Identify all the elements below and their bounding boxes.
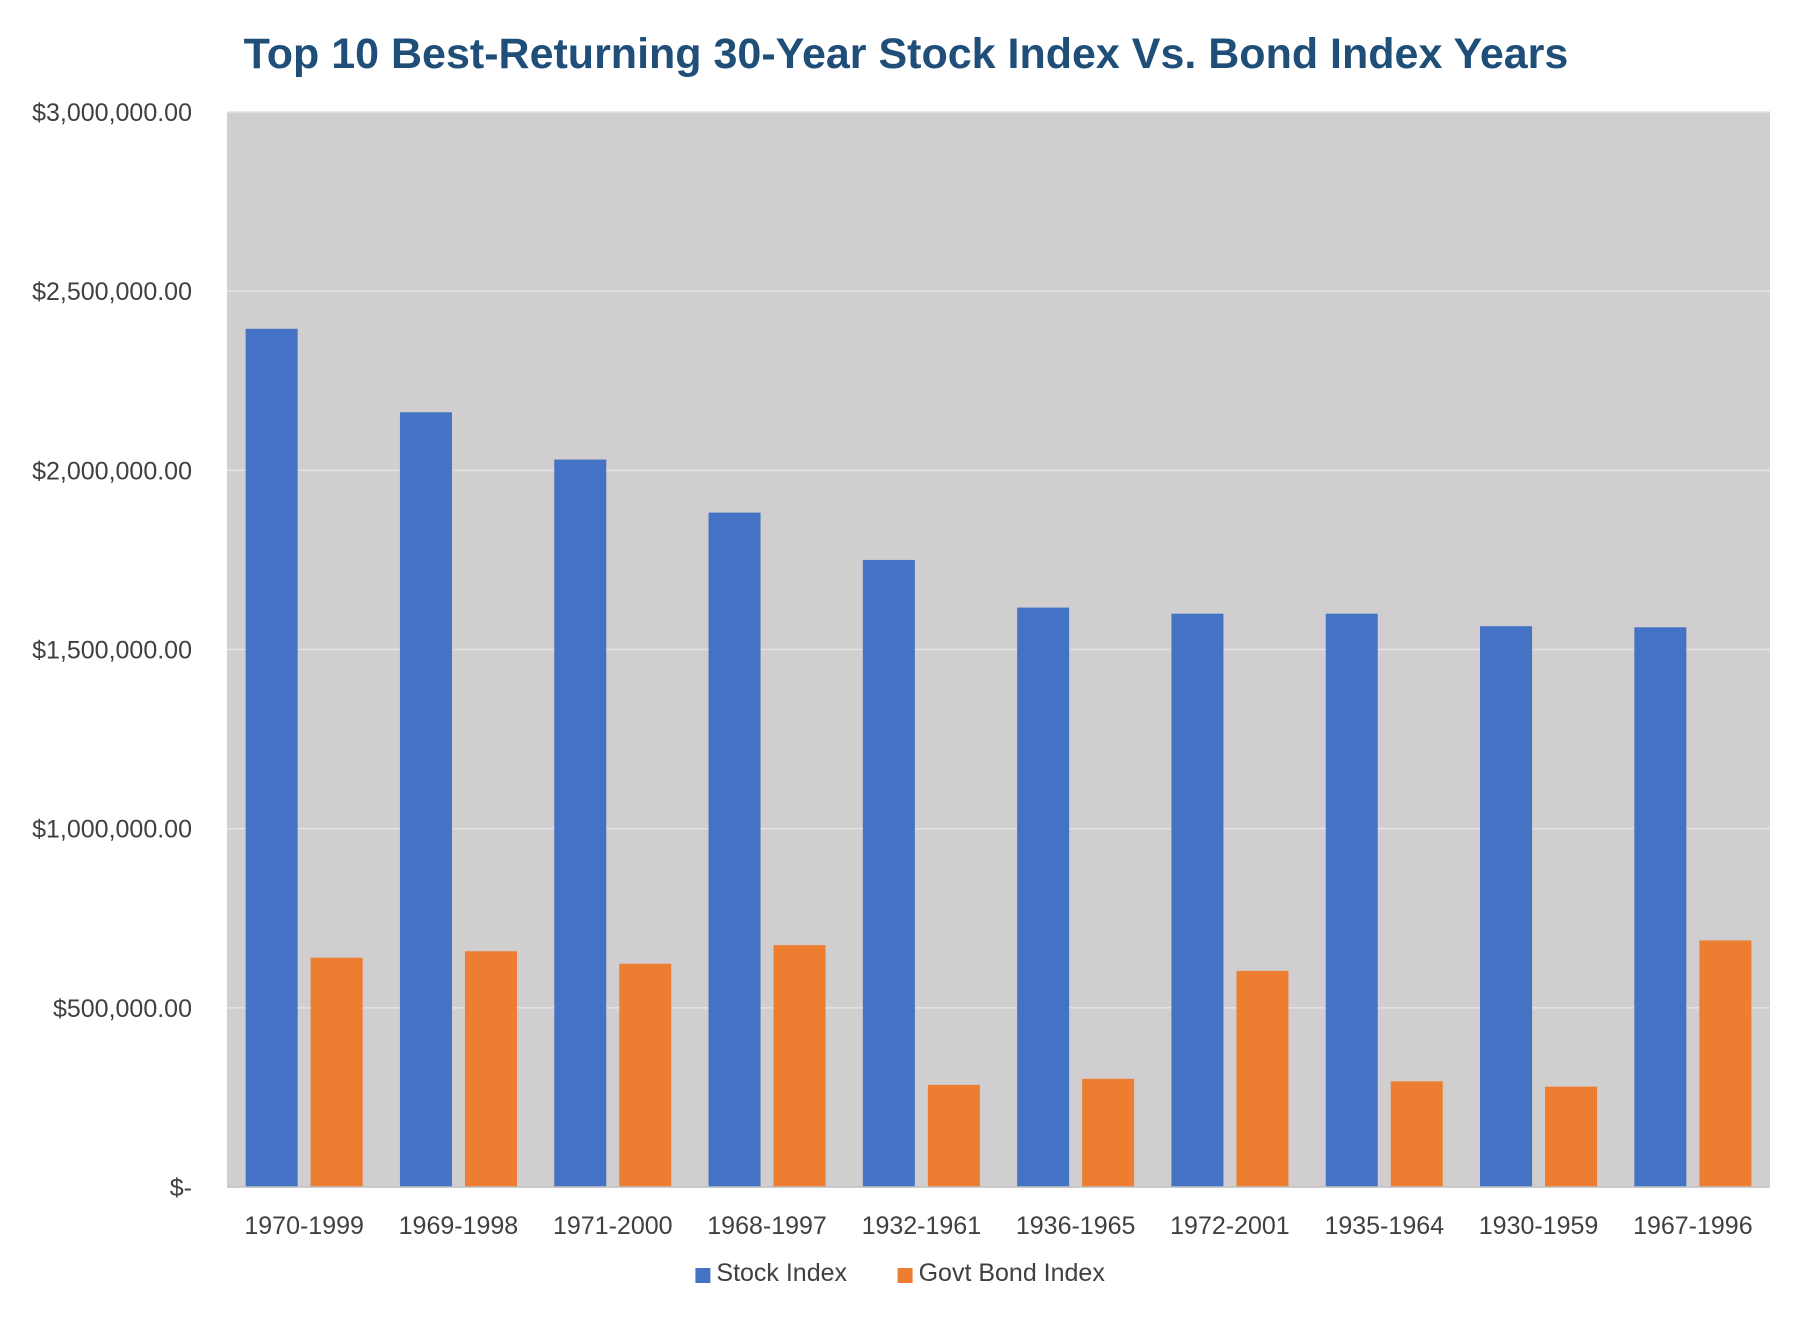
stock-index-bar: [1634, 627, 1687, 1187]
legend-label-bond: Govt Bond Index: [919, 1259, 1106, 1287]
bond-index-bar: [927, 1084, 980, 1187]
stock-index-bar: [1171, 613, 1224, 1187]
y-tick-label: $2,000,000.00: [32, 457, 192, 485]
chart-title: Top 10 Best-Returning 30-Year Stock Inde…: [244, 30, 1569, 78]
bond-index-bar: [464, 951, 517, 1187]
bond-index-bar: [1082, 1078, 1135, 1187]
bond-index-bar: [1699, 940, 1752, 1187]
bond-index-bar: [310, 957, 363, 1187]
x-tick-label: 1971-2000: [553, 1212, 673, 1240]
y-tick-label: $1,000,000.00: [32, 816, 192, 844]
stock-index-bar: [1325, 613, 1378, 1187]
y-tick-label: $-: [170, 1174, 192, 1202]
x-tick-label: 1930-1959: [1479, 1212, 1599, 1240]
x-tick-label: 1967-1996: [1633, 1212, 1753, 1240]
stock-index-bar: [1017, 607, 1070, 1187]
plot-area: $- $500,000.00 $1,000,000.00 $1,500,000.00 $…: [32, 99, 1770, 1240]
y-tick-label: $3,000,000.00: [32, 99, 192, 127]
legend-label-stock: Stock Index: [716, 1259, 847, 1287]
stock-index-bar: [554, 459, 607, 1187]
legend-swatch-stock: [695, 1268, 711, 1283]
stock-index-bar: [1480, 626, 1533, 1187]
bond-index-bar: [773, 945, 826, 1187]
x-tick-label: 1935-1964: [1324, 1212, 1444, 1240]
x-tick-label: 1936-1965: [1016, 1212, 1136, 1240]
legend: Stock Index Govt Bond Index: [695, 1259, 1105, 1287]
bond-index-bar: [1545, 1086, 1598, 1187]
stock-index-bar: [708, 512, 761, 1187]
legend-swatch-bond: [897, 1268, 913, 1283]
x-tick-label: 1970-1999: [244, 1212, 364, 1240]
x-tick-label: 1968-1997: [707, 1212, 827, 1240]
y-tick-label: $1,500,000.00: [32, 637, 192, 665]
stock-index-bar: [862, 559, 915, 1187]
bond-index-bar: [619, 963, 672, 1187]
x-tick-label: 1932-1961: [862, 1212, 982, 1240]
stock-index-bar: [245, 328, 298, 1188]
bond-index-bar: [1390, 1081, 1443, 1187]
y-tick-label: $2,500,000.00: [32, 278, 192, 306]
y-tick-label: $500,000.00: [53, 995, 192, 1023]
x-tick-label: 1969-1998: [399, 1212, 519, 1240]
x-tick-label: 1972-2001: [1170, 1212, 1290, 1240]
stock-index-bar: [399, 412, 452, 1187]
bond-index-bar: [1236, 970, 1289, 1187]
